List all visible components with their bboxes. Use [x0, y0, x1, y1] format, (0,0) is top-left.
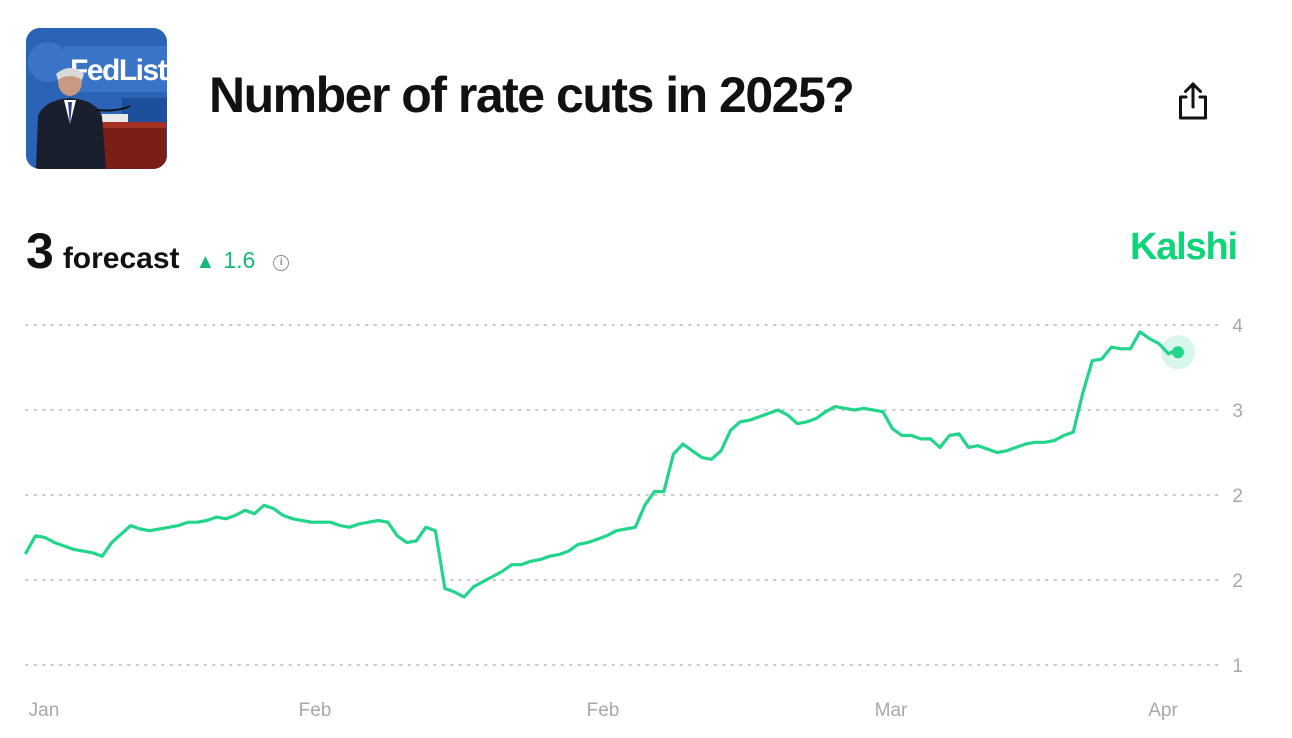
fed-listens-photo: FedListens — [26, 28, 167, 169]
y-tick-label: 2 — [1232, 486, 1243, 507]
x-tick-label: Jan — [29, 700, 60, 721]
forecast-value: 3 — [26, 223, 54, 279]
forecast-chart: 4 3 2 2 1 Jan Feb Feb Mar Apr — [24, 316, 1243, 721]
forecast-summary: 3 forecast ▲ 1.6 i — [26, 222, 290, 279]
x-tick-label: Apr — [1148, 700, 1178, 721]
forecast-change: ▲ 1.6 — [196, 247, 256, 274]
forecast-label: forecast — [62, 242, 180, 275]
x-tick-label: Feb — [299, 700, 332, 721]
y-axis-labels: 4 3 2 2 1 — [1232, 316, 1243, 677]
market-thumbnail: FedListens — [26, 28, 167, 169]
x-tick-label: Feb — [587, 700, 620, 721]
y-tick-label: 1 — [1232, 656, 1243, 677]
x-tick-label: Mar — [875, 700, 908, 721]
grid-lines — [25, 324, 1219, 666]
x-axis-labels: Jan Feb Feb Mar Apr — [29, 700, 1179, 721]
y-tick-label: 3 — [1232, 401, 1243, 422]
current-point-marker — [1172, 346, 1184, 359]
info-icon[interactable]: i — [273, 255, 290, 271]
forecast-change-value: 1.6 — [223, 247, 256, 273]
y-tick-label: 4 — [1232, 316, 1243, 337]
series-line-forecast — [24, 330, 1180, 599]
share-icon — [1179, 82, 1207, 120]
page-title: Number of rate cuts in 2025? — [209, 67, 855, 123]
brand-logo: Kalshi — [1130, 226, 1238, 268]
up-arrow-icon: ▲ — [195, 251, 216, 273]
share-button[interactable] — [1175, 80, 1211, 122]
y-tick-label: 2 — [1232, 571, 1243, 592]
thumbnail-text: FedListens — [70, 54, 167, 87]
